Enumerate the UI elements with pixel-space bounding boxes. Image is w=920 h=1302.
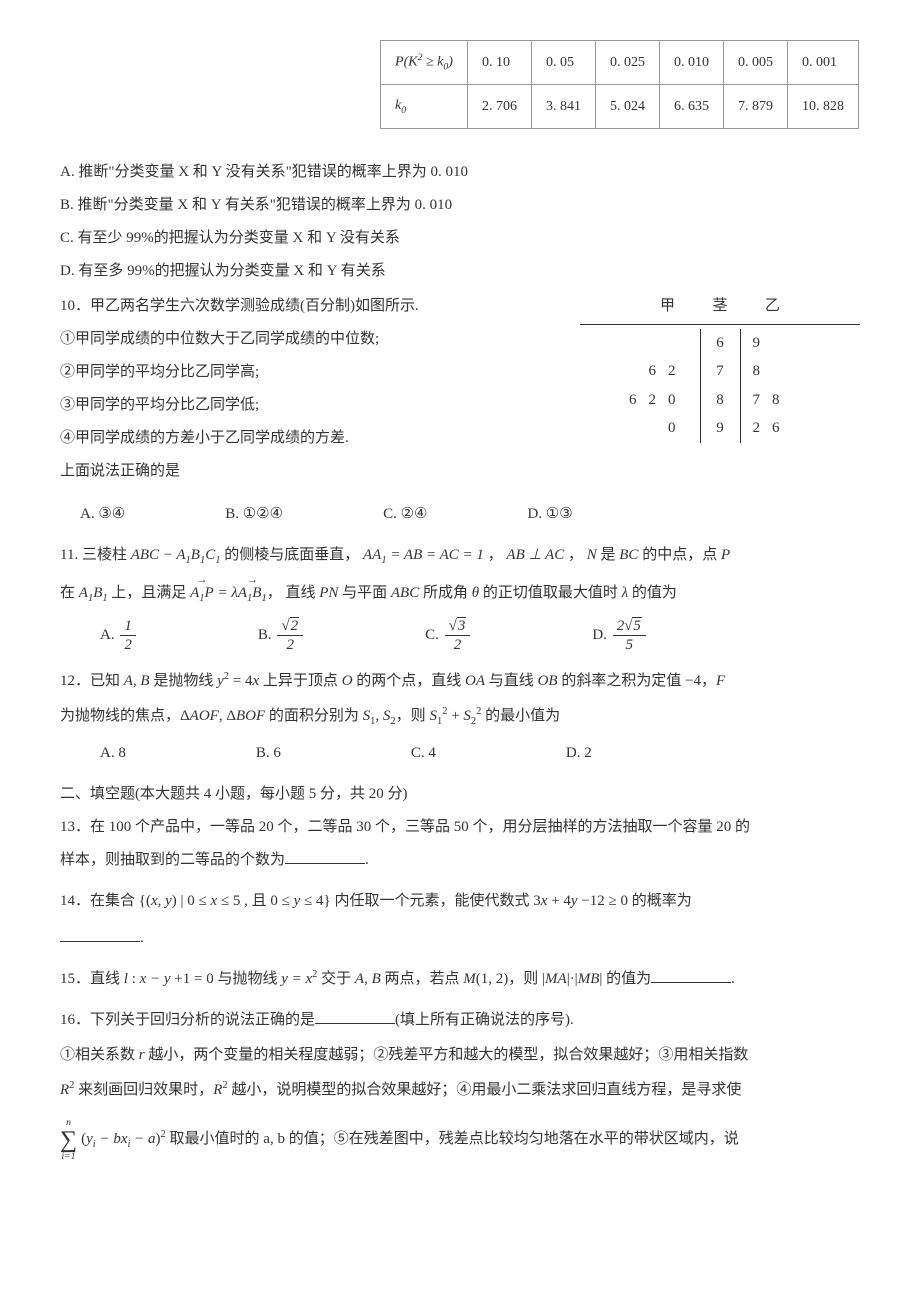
p-value-cell: 0. 001 [787,41,858,85]
q9-option-c: C. 有至少 99%的把握认为分类变量 X 和 Y 没有关系 [60,225,860,252]
q10-option-d: D. ①③ [528,501,573,528]
q10-block: 10．甲乙两名学生六次数学测验成绩(百分制)如图所示. ①甲同学成绩的中位数大于… [60,293,860,491]
q12-option-b: B. 6 [256,740,281,767]
q14-line2: . [60,925,860,952]
q12-option-d: D. 2 [566,740,592,767]
p-value-cell: 0. 10 [467,41,531,85]
q11-block: 11. 三棱柱 ABC − A1B1C1 的侧棱与底面垂直， AA1 = AB … [60,542,860,610]
q11-option-d: D. 255 [592,617,648,654]
q11-options: A. 12 B. 22 C. 32 D. 255 [100,617,860,654]
k-value-cell: 10. 828 [787,85,858,128]
k-value-cell: 5. 024 [595,85,659,128]
q10-option-c: C. ②④ [383,501,427,528]
q11-eq1: AA1 = AB = AC = 1 [363,547,484,563]
q16-line3: R2 来刻画回归效果时，R2 越小，说明模型的拟合效果越好；④用最小二乘法求回归… [60,1077,860,1104]
q10-stem: 10．甲乙两名学生六次数学测验成绩(百分制)如图所示. [60,293,560,320]
q10-statement-1: ①甲同学成绩的中位数大于乙同学成绩的中位数; [60,326,560,353]
q10-options: A. ③④ B. ①②④ C. ②④ D. ①③ [80,501,860,528]
fill-blank [651,968,731,983]
q11-prism: ABC − A1B1C1 [131,547,221,563]
q9-option-a: A. 推断"分类变量 X 和 Y 没有关系"犯错误的概率上界为 0. 010 [60,159,860,186]
sl-row: 0 9 26 [580,414,860,443]
table-row-label: k0 [381,85,468,128]
q16-line2: ①相关系数 r 越小，两个变量的相关程度越弱；②残差平方和越大的模型，拟合效果越… [60,1042,860,1069]
p-value-cell: 0. 025 [595,41,659,85]
q11-option-c: C. 32 [425,617,472,654]
sl-row: 62 7 8 [580,357,860,386]
q10-prompt: 上面说法正确的是 [60,458,560,485]
q16-line1: 16．下列关于回归分析的说法正确的是(填上所有正确说法的序号). [60,1007,860,1034]
q16-block: 16．下列关于回归分析的说法正确的是(填上所有正确说法的序号). ①相关系数 r… [60,1007,860,1162]
q10-option-b: B. ①②④ [225,501,283,528]
q15-line: 15．直线 l : x − y +1 = 0 与抛物线 y = x2 交于 A,… [60,966,860,993]
k-value-cell: 7. 879 [723,85,787,128]
q12-option-a: A. 8 [100,740,126,767]
q10-statement-3: ③甲同学的平均分比乙同学低; [60,392,560,419]
k-value-cell: 6. 635 [659,85,723,128]
sl-row: 620 8 78 [580,386,860,415]
q15-block: 15．直线 l : x − y +1 = 0 与抛物线 y = x2 交于 A,… [60,966,860,993]
section-2-title: 二、填空题(本大题共 4 小题，每小题 5 分，共 20 分) [60,781,860,808]
sl-label-right: 乙 [740,293,860,320]
q10-option-a: A. ③④ [80,501,125,528]
k-value-cell: 2. 706 [467,85,531,128]
fill-blank [285,849,365,864]
chi-square-table: P(K2 ≥ k0) 0. 10 0. 05 0. 025 0. 010 0. … [380,40,860,129]
q11-line1: 11. 三棱柱 ABC − A1B1C1 的侧棱与底面垂直， AA1 = AB … [60,542,860,571]
fill-blank [315,1009,395,1024]
q12-line2: 为抛物线的焦点，ΔAOF, ΔBOF 的面积分别为 S1, S2，则 S12 +… [60,703,860,732]
sl-label-left: 甲 [580,293,700,320]
table-header-formula: P(K2 ≥ k0) [381,41,468,85]
k-value-cell: 3. 841 [531,85,595,128]
q9-option-d: D. 有至多 99%的把握认为分类变量 X 和 Y 有关系 [60,258,860,285]
q11-line2: 在 A1B1 上，且满足 A1P = λA1B1， 直线 PN 与平面 ABC … [60,580,860,609]
q9-options-block: A. 推断"分类变量 X 和 Y 没有关系"犯错误的概率上界为 0. 010 B… [60,159,860,285]
sl-row: 6 9 [580,329,860,358]
q10-statement-2: ②甲同学的平均分比乙同学高; [60,359,560,386]
q14-block: 14．在集合 {(x, y) | 0 ≤ x ≤ 5 , 且 0 ≤ y ≤ 4… [60,888,860,952]
critical-value-table: P(K2 ≥ k0) 0. 10 0. 05 0. 025 0. 010 0. … [380,40,859,129]
q13-line2: 样本，则抽取到的二等品的个数为. [60,847,860,874]
q12-option-c: C. 4 [411,740,436,767]
p-value-cell: 0. 005 [723,41,787,85]
q11-option-b: B. 22 [258,617,305,654]
q9-option-b: B. 推断"分类变量 X 和 Y 有关系"犯错误的概率上界为 0. 010 [60,192,860,219]
p-value-cell: 0. 05 [531,41,595,85]
q11-option-a: A. 12 [100,617,138,654]
q10-statement-4: ④甲同学成绩的方差小于乙同学成绩的方差. [60,425,560,452]
summation-symbol: n ∑ i=1 [60,1118,77,1162]
q11-eq2: AB ⊥ AC [506,547,564,563]
sl-label-mid: 茎 [700,293,740,320]
p-value-cell: 0. 010 [659,41,723,85]
q12-options: A. 8 B. 6 C. 4 D. 2 [100,740,860,767]
stem-leaf-plot: 甲 茎 乙 6 9 62 7 8 620 8 78 0 9 26 [580,293,860,443]
q13-line1: 13．在 100 个产品中，一等品 20 个，二等品 30 个，三等品 50 个… [60,814,860,841]
q12-block: 12．已知 A, B 是抛物线 y2 = 4x 上异于顶点 O 的两个点，直线 … [60,668,860,732]
q13-block: 13．在 100 个产品中，一等品 20 个，二等品 30 个，三等品 50 个… [60,814,860,874]
q12-line1: 12．已知 A, B 是抛物线 y2 = 4x 上异于顶点 O 的两个点，直线 … [60,668,860,695]
q16-line4: n ∑ i=1 (yi − bxi − a)2 取最小值时的 a, b 的值；⑤… [60,1118,860,1162]
q14-line1: 14．在集合 {(x, y) | 0 ≤ x ≤ 5 , 且 0 ≤ y ≤ 4… [60,888,860,915]
fill-blank [60,927,140,942]
